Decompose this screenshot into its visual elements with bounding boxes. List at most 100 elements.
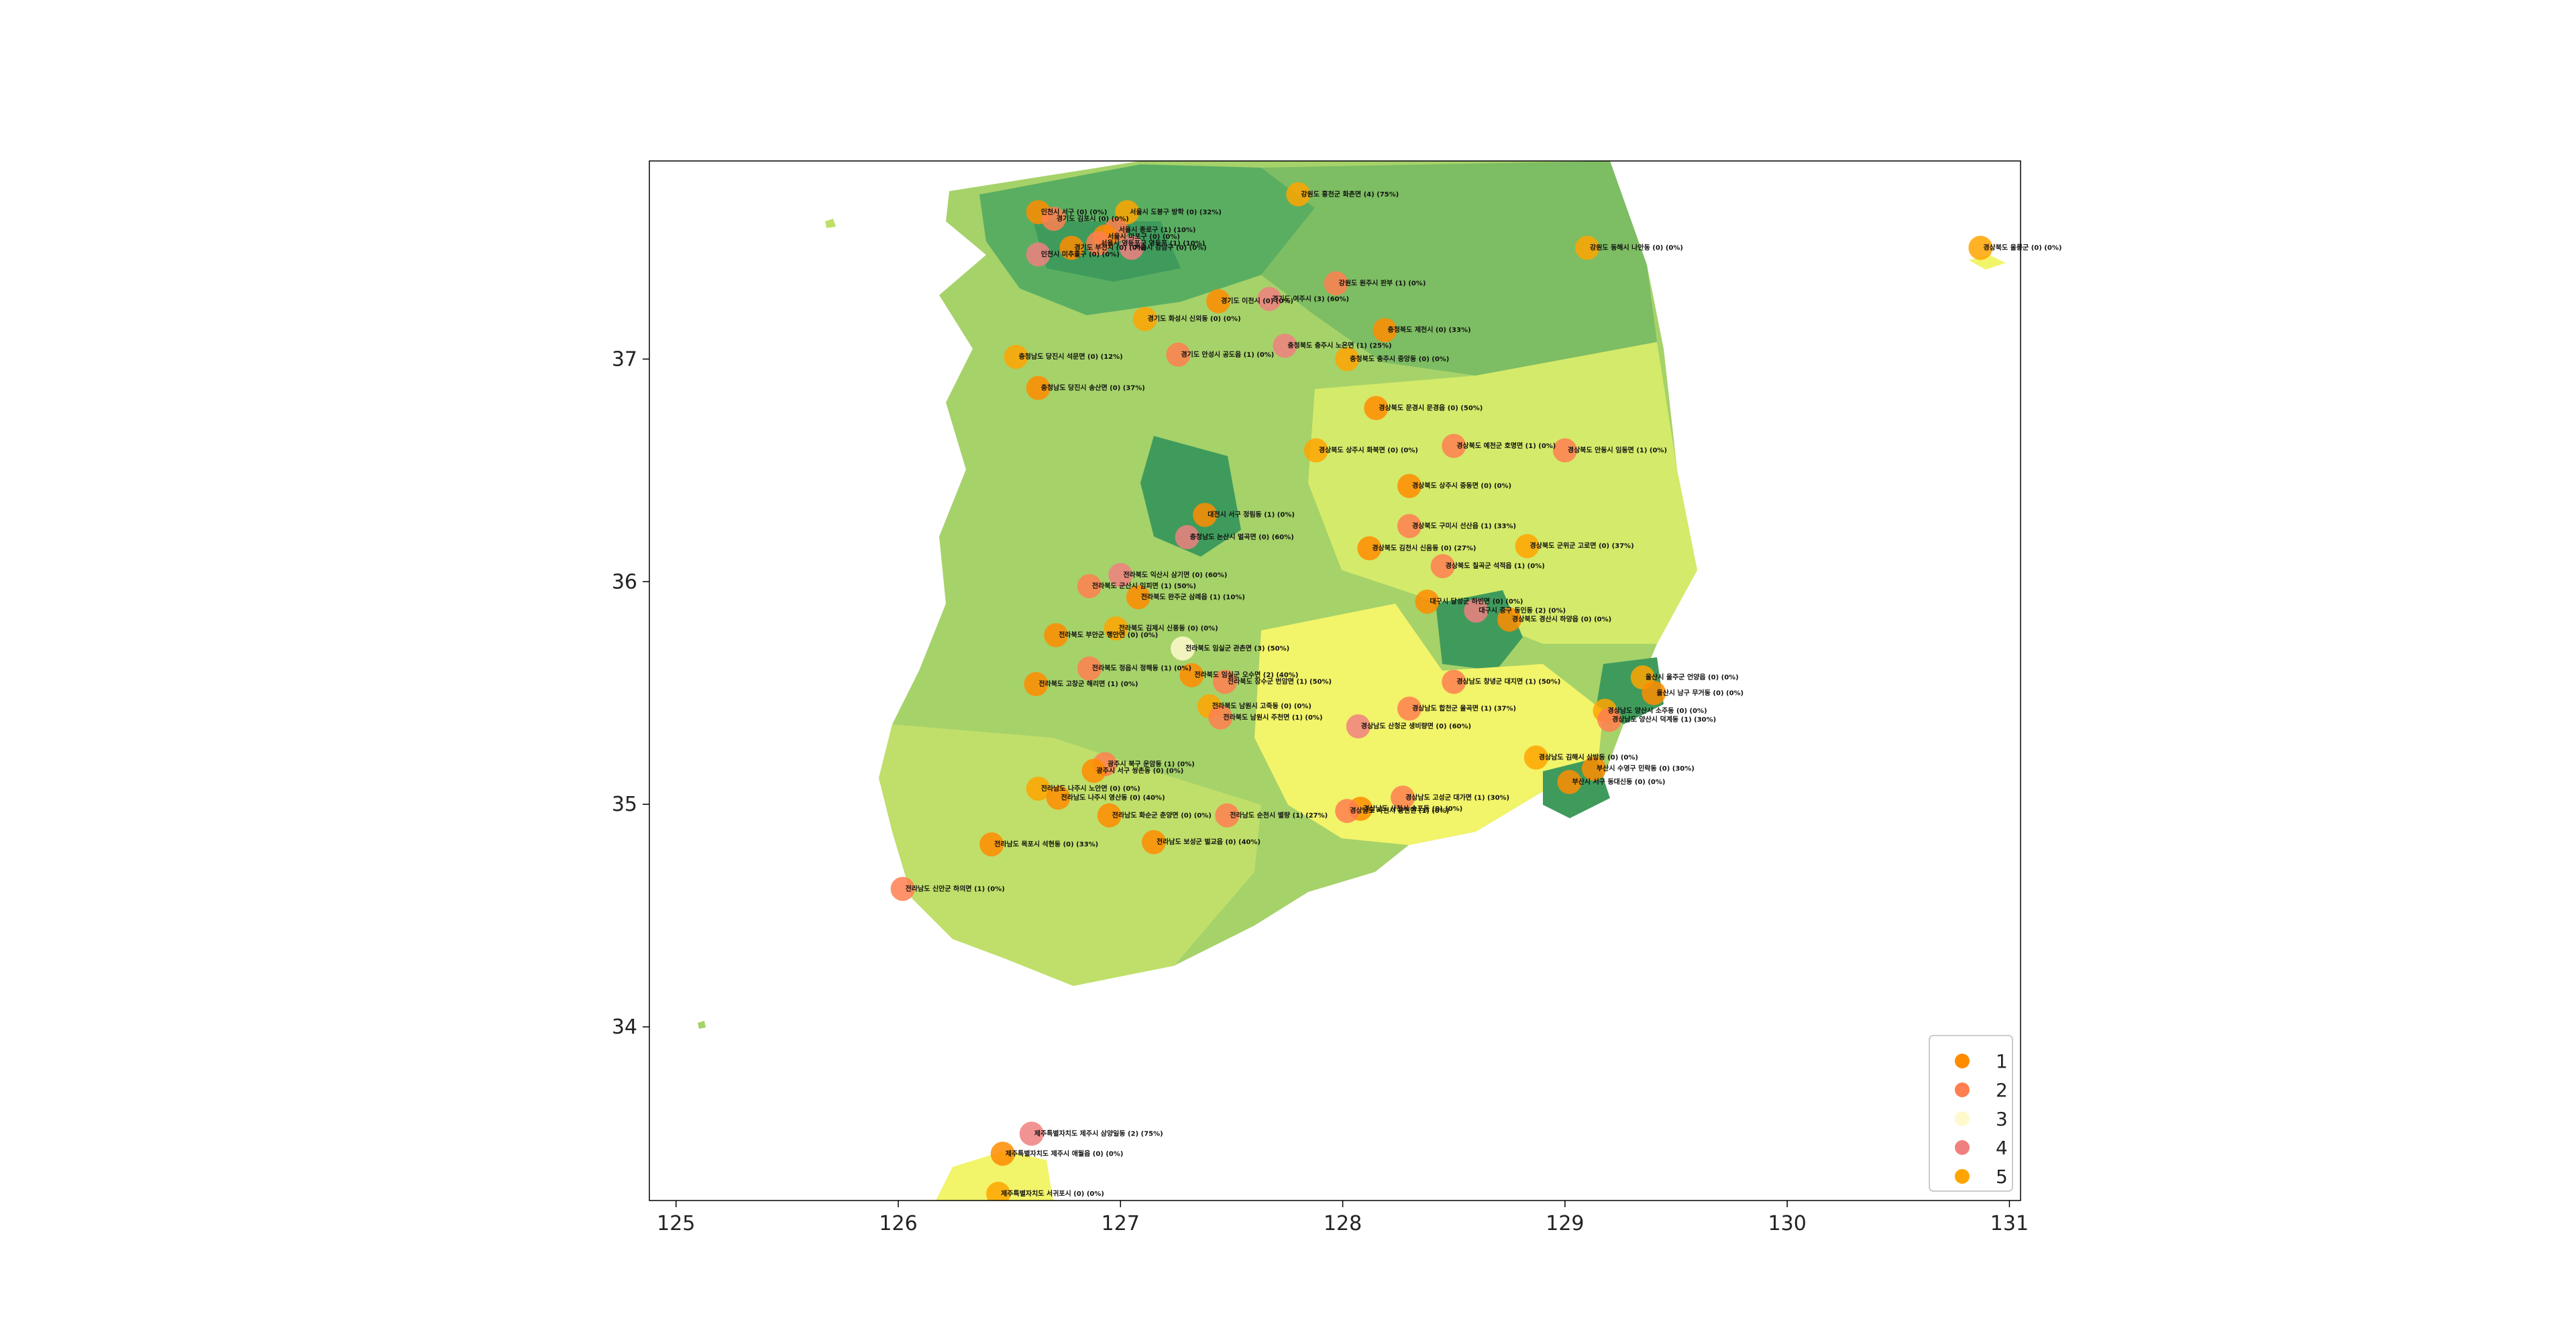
map-point-marker <box>1357 536 1382 561</box>
map-point-marker <box>1132 307 1157 331</box>
map-point-marker <box>1179 663 1204 687</box>
y-tick-label: 37 <box>612 347 637 371</box>
map-point-marker <box>1346 714 1371 739</box>
map-point-marker <box>1257 286 1282 311</box>
map-point-label: 경상북도 상주시 중동면 (0) (0%) <box>1412 482 1511 490</box>
map-point-marker <box>1171 636 1195 661</box>
map-point-label: 제주특별자치도 서귀포시 (0) (0%) <box>1001 1189 1104 1198</box>
legend-label: 5 <box>1996 1166 2008 1188</box>
points-layer <box>890 182 1993 1201</box>
map-point-label: 울산시 남구 무거동 (0) (0%) <box>1656 688 1743 697</box>
map-point-marker <box>1019 1121 1044 1146</box>
map-point-marker <box>1175 524 1199 549</box>
gangwon-region <box>1261 161 1657 376</box>
map-point-label: 경상북도 상주시 화북면 (0) (0%) <box>1319 445 1418 454</box>
map-point-label: 경기도 안성시 공도읍 (1) (0%) <box>1181 350 1274 359</box>
map-point-marker <box>1215 803 1240 828</box>
x-tick-label: 131 <box>1990 1212 2029 1235</box>
map-point-label: 서울시 영등포구 영등포 (1) (10%) <box>1101 239 1205 247</box>
map-point-label: 서울시 종로구 (1) (10%) <box>1119 225 1196 234</box>
map-point-marker <box>1119 235 1144 260</box>
map-point-label: 충청남도 당진시 석문면 (0) (12%) <box>1019 352 1123 361</box>
y-tick-label: 34 <box>612 1015 637 1039</box>
map-point-label: 전라북도 정읍시 정해동 (1) (0%) <box>1092 664 1191 673</box>
legend: 1 2 3 4 5 <box>1929 1035 2013 1192</box>
legend-marker-1 <box>1955 1054 1970 1068</box>
island-region <box>825 219 836 228</box>
x-tick-label: 127 <box>1102 1212 1140 1235</box>
map-point-label: 인천시 서구 (0) (0%) <box>1041 207 1108 216</box>
map-point-marker <box>1552 438 1577 463</box>
map-point-label: 충청북도 제천시 (0) (33%) <box>1388 325 1471 334</box>
legend-label: 1 <box>1996 1050 2008 1072</box>
legend-label: 3 <box>1996 1108 2008 1130</box>
map-point-marker <box>890 877 915 901</box>
map-point-label: 경상북도 군위군 고로면 (0) (37%) <box>1530 541 1634 550</box>
map-point-label: 강원도 원주시 판부 (1) (0%) <box>1339 279 1426 288</box>
map-point-label: 서울시 도봉구 방학 (0) (32%) <box>1130 207 1222 216</box>
map-point-marker <box>1041 207 1066 231</box>
map-point-label: 강원도 동해시 나안동 (0) (0%) <box>1590 243 1683 252</box>
map-point-label: 제주특별자치도 제주시 애월읍 (0) (0%) <box>1006 1149 1124 1158</box>
map-point-marker <box>1108 563 1133 588</box>
gyeongbuk-region <box>1308 342 1697 644</box>
map-point-marker <box>1335 799 1360 824</box>
axes-frame <box>649 160 2021 1201</box>
map-point-label: 전라북도 고창군 해리면 (1) (0%) <box>1038 679 1138 688</box>
map-point-label: 충청북도 충주시 중앙동 (0) (0%) <box>1350 354 1449 363</box>
map-point-label: 경상북도 경산시 하양읍 (0) (0%) <box>1512 615 1611 624</box>
map-point-label: 전라북도 김제시 신풍동 (0) (0%) <box>1119 624 1218 632</box>
map-point-marker <box>1273 333 1297 358</box>
island-region <box>698 1021 706 1029</box>
legend-label: 2 <box>1996 1079 2008 1101</box>
map-point-label: 충청북도 충주시 노은면 (1) (25%) <box>1287 341 1391 349</box>
map-point-label: 경상북도 예천군 호명면 (1) (0%) <box>1456 441 1556 450</box>
korea-map-regions <box>698 161 2006 1201</box>
daejeon-region <box>1140 436 1241 557</box>
map-point-marker <box>1059 235 1084 260</box>
x-tick-label: 129 <box>1546 1212 1584 1235</box>
map-point-marker <box>1391 785 1415 810</box>
map-point-label: 전라남도 나주시 노안면 (0) (0%) <box>1041 784 1140 793</box>
y-axis-ticks: 34 35 36 37 <box>612 347 649 1039</box>
map-point-label: 전라북도 남원시 주천면 (1) (0%) <box>1223 713 1322 722</box>
map-point-label: 부산시 서구 동대신동 (0) (0%) <box>1572 777 1666 786</box>
map-point-marker <box>1968 235 1993 260</box>
map-point-marker <box>1642 681 1666 706</box>
map-point-label: 전라북도 장수군 번암면 (1) (50%) <box>1228 677 1332 686</box>
map-point-label: 경상남도 산청군 생비량면 (0) (60%) <box>1361 722 1471 730</box>
x-tick-label: 126 <box>879 1212 917 1235</box>
map-point-marker <box>1373 318 1397 343</box>
map-point-label: 제주특별자치도 제주시 삼양일동 (2) (75%) <box>1034 1129 1163 1137</box>
map-point-marker <box>1335 347 1360 372</box>
y-tick-label: 36 <box>612 570 637 594</box>
x-tick-label: 128 <box>1324 1212 1362 1235</box>
map-point-label: 경기도 김포시 (0) (0%) <box>1057 214 1129 223</box>
map-point-label: 경기도 화성시 신외동 (0) (0%) <box>1148 315 1241 323</box>
map-point-label: 경상남도 사천시 송포동 (0) (0%) <box>1363 804 1462 813</box>
map-point-marker <box>1126 585 1150 610</box>
map-point-marker <box>1208 705 1233 730</box>
map-point-marker <box>1286 182 1311 207</box>
map-point-marker <box>1026 242 1051 267</box>
map-point-marker <box>1442 433 1466 458</box>
jeonnam-region <box>879 724 1261 986</box>
map-point-label: 전라남도 나주시 영산동 (0) (40%) <box>1061 793 1165 801</box>
map-point-marker <box>1024 671 1049 696</box>
x-tick-label: 130 <box>1768 1212 1807 1235</box>
map-point-marker <box>1324 271 1348 296</box>
map-point-label: 경상북도 안동시 임동면 (1) (0%) <box>1568 445 1667 454</box>
map-point-marker <box>1557 770 1582 795</box>
map-point-marker <box>1575 235 1600 260</box>
map-point-label: 전라북도 익산시 삼기면 (0) (60%) <box>1123 570 1227 579</box>
map-point-label: 서울시 강남구 (0) (0%) <box>1134 243 1207 252</box>
map-point-marker <box>1523 745 1548 770</box>
legend-marker-5 <box>1955 1169 1970 1184</box>
map-point-marker <box>1166 342 1191 367</box>
y-tick-label: 35 <box>612 793 637 816</box>
map-point-marker <box>1077 573 1102 598</box>
map-point-marker <box>1046 785 1071 810</box>
map-point-marker <box>1142 830 1167 854</box>
map-point-label: 인천시 미추홀구 (0) (0%) <box>1041 249 1120 258</box>
